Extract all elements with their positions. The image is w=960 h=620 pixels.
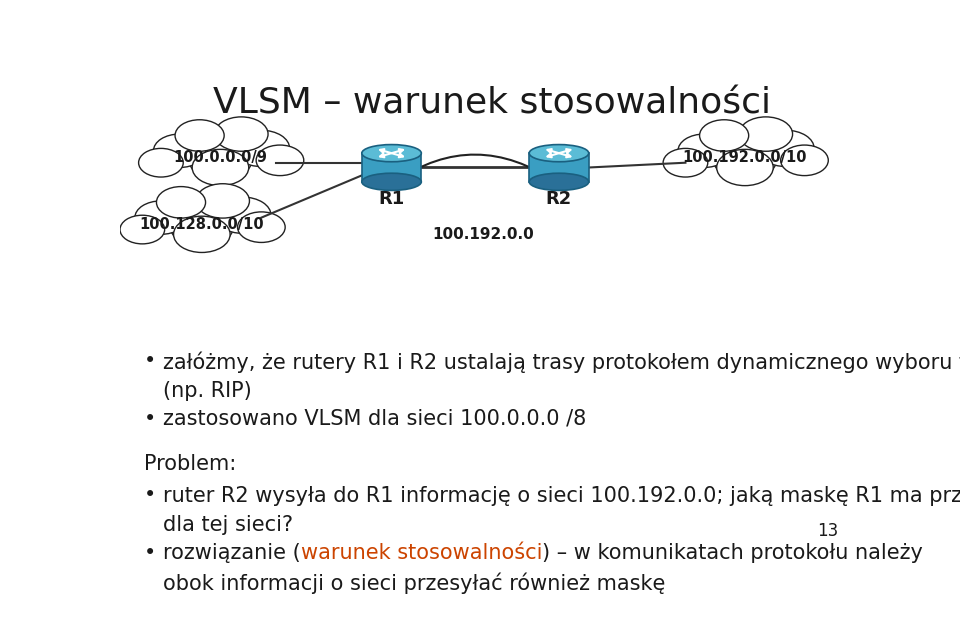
Circle shape (156, 187, 205, 218)
Text: •: • (144, 485, 156, 505)
Text: 100.128.0.0/10: 100.128.0.0/10 (139, 217, 264, 232)
Text: rozwiązanie (: rozwiązanie ( (163, 543, 300, 563)
FancyArrowPatch shape (380, 149, 403, 157)
Circle shape (757, 130, 814, 167)
Circle shape (174, 216, 230, 252)
Circle shape (678, 134, 730, 167)
FancyArrowPatch shape (547, 149, 570, 157)
Circle shape (175, 120, 224, 151)
Circle shape (739, 117, 793, 151)
Ellipse shape (529, 173, 588, 190)
Text: •: • (144, 543, 156, 563)
Polygon shape (362, 153, 421, 182)
Text: Problem:: Problem: (144, 454, 236, 474)
Text: 100.192.0.0: 100.192.0.0 (432, 227, 534, 242)
Text: (np. RIP): (np. RIP) (163, 381, 252, 401)
Circle shape (120, 215, 165, 244)
Circle shape (214, 197, 271, 233)
Circle shape (189, 140, 252, 180)
Circle shape (237, 212, 285, 242)
Ellipse shape (529, 144, 588, 162)
Text: 13: 13 (817, 522, 838, 540)
Circle shape (138, 148, 183, 177)
Text: ) – w komunikatach protokołu należy: ) – w komunikatach protokołu należy (542, 543, 924, 563)
Text: obok informacji o sieci przesyłać również maskę: obok informacji o sieci przesyłać równie… (163, 573, 665, 595)
Circle shape (171, 207, 233, 247)
Circle shape (233, 130, 290, 167)
Circle shape (713, 140, 777, 180)
Circle shape (717, 149, 773, 185)
Circle shape (154, 134, 205, 167)
FancyArrowPatch shape (380, 149, 403, 157)
Ellipse shape (362, 144, 421, 162)
Text: •: • (144, 409, 156, 428)
Circle shape (780, 145, 828, 175)
Text: dla tej sieci?: dla tej sieci? (163, 515, 293, 534)
Text: •: • (144, 352, 156, 371)
Text: warunek stosowalności: warunek stosowalności (300, 543, 542, 563)
Text: R2: R2 (546, 190, 572, 208)
Circle shape (663, 148, 708, 177)
Text: zastosowano VLSM dla sieci 100.0.0.0 /8: zastosowano VLSM dla sieci 100.0.0.0 /8 (163, 409, 587, 428)
FancyArrowPatch shape (396, 154, 557, 183)
Text: 100.192.0.0/10: 100.192.0.0/10 (683, 151, 807, 166)
Text: 100.0.0.0/9: 100.0.0.0/9 (174, 151, 268, 166)
FancyArrowPatch shape (547, 149, 570, 157)
Polygon shape (529, 153, 588, 182)
Text: załóżmy, że rutery R1 i R2 ustalają trasy protokołem dynamicznego wyboru tras: załóżmy, że rutery R1 i R2 ustalają tras… (163, 352, 960, 373)
Circle shape (196, 184, 250, 218)
Text: R1: R1 (378, 190, 405, 208)
Text: ruter R2 wysyła do R1 informację o sieci 100.192.0.0; jaką maskę R1 ma przyjąć: ruter R2 wysyła do R1 informację o sieci… (163, 485, 960, 507)
Text: VLSM – warunek stosowalności: VLSM – warunek stosowalności (213, 86, 771, 120)
Circle shape (256, 145, 303, 175)
Circle shape (214, 117, 268, 151)
Circle shape (192, 149, 249, 185)
Circle shape (700, 120, 749, 151)
Ellipse shape (362, 173, 421, 190)
Circle shape (134, 201, 187, 234)
